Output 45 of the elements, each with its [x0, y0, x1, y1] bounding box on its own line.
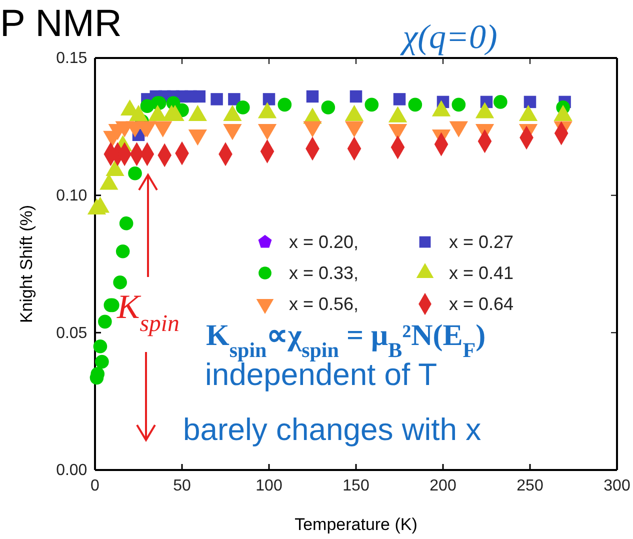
point [98, 314, 112, 329]
x-tick-label: 150 [342, 478, 370, 495]
x-tick-label: 300 [604, 478, 630, 495]
point [210, 93, 223, 106]
annotation: K$_{spin}$ [116, 289, 180, 337]
point [393, 93, 406, 106]
point [306, 90, 319, 103]
point [116, 244, 130, 258]
point [350, 90, 362, 103]
point [364, 98, 379, 112]
legend-label: x = 0.27 [449, 232, 514, 252]
point [452, 98, 466, 112]
y-tick-label: 0.05 [56, 324, 88, 342]
x-tick-label: 50 [173, 478, 191, 495]
point [193, 90, 206, 103]
x-axis-title: Temperature (K) [294, 515, 418, 534]
legend-label: x = 0.20, [289, 232, 359, 252]
point [93, 340, 108, 354]
point [262, 93, 276, 106]
annotation: barely changes with x [183, 412, 482, 447]
x-tick-label: 250 [516, 478, 544, 495]
y-tick-label: 0.10 [56, 187, 88, 204]
point [524, 96, 536, 108]
legend-label: x = 0.33, [289, 263, 359, 283]
point [278, 98, 292, 112]
x-tick-label: 100 [256, 478, 282, 495]
point [128, 166, 142, 180]
legend-label: x = 0.56, [289, 294, 359, 314]
legend-label: x = 0.64 [449, 294, 514, 314]
point [119, 216, 134, 230]
point [113, 276, 127, 290]
point [236, 100, 250, 114]
x-tick-label: 200 [430, 478, 456, 495]
text: χ(q=0) [400, 19, 498, 56]
y-tick-label: 0.00 [56, 462, 88, 480]
point [494, 95, 508, 109]
point [95, 354, 109, 369]
y-axis-title: Knight Shift (%) [17, 204, 36, 324]
chart-title: P NMR [0, 3, 122, 45]
point [321, 100, 336, 114]
legend-label: x = 0.41 [449, 263, 514, 283]
x-tick-label: 0 [90, 478, 100, 495]
point [228, 93, 240, 106]
point [408, 98, 422, 112]
y-tick-label: 0.15 [56, 50, 88, 68]
